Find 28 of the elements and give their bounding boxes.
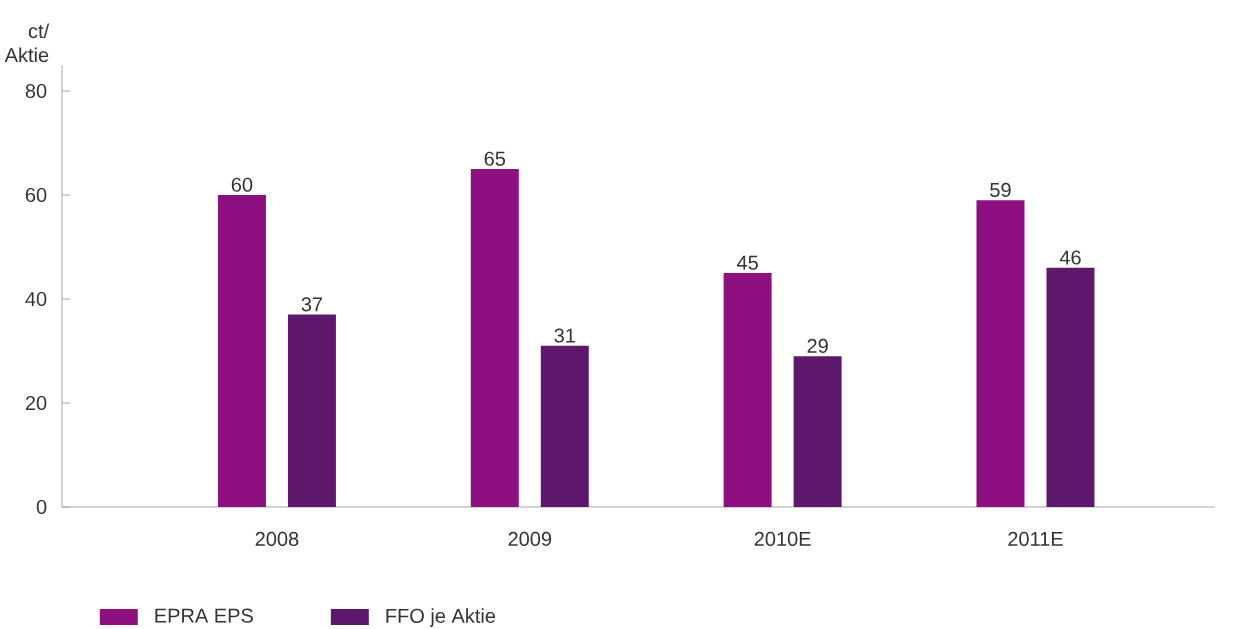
x-tick-label: 2010E: [754, 531, 811, 547]
data-label: 46: [1059, 250, 1081, 265]
data-label: 59: [990, 182, 1011, 197]
x-tick-label: 2011E: [1008, 531, 1063, 547]
bar: [793, 356, 842, 507]
x-tick-label: 2008: [255, 531, 299, 547]
bar: [287, 314, 336, 507]
y-tick-label: 20: [25, 395, 47, 411]
y-axis-title: ct/ Aktie: [4, 23, 50, 63]
bar: [540, 345, 589, 507]
x-tick-label: 2009: [508, 531, 552, 547]
bar: [1046, 267, 1095, 507]
y-tick-label: 80: [25, 83, 47, 99]
bar: [976, 200, 1025, 507]
data-label: 60: [231, 177, 253, 192]
data-label: 31: [554, 328, 575, 343]
bar: [723, 272, 772, 507]
data-label: 45: [736, 255, 758, 270]
y-tick-label: 40: [25, 291, 47, 307]
data-label: 37: [301, 297, 323, 312]
bar: [217, 195, 266, 507]
bar: [470, 169, 519, 507]
data-label: 65: [484, 151, 506, 166]
y-tick-label: 0: [36, 499, 47, 515]
y-tick-label: 60: [25, 187, 47, 203]
legend-label: EPRA EPS: [155, 608, 253, 623]
data-label: 29: [807, 338, 828, 353]
legend-label: FFO je Aktie: [386, 608, 496, 627]
